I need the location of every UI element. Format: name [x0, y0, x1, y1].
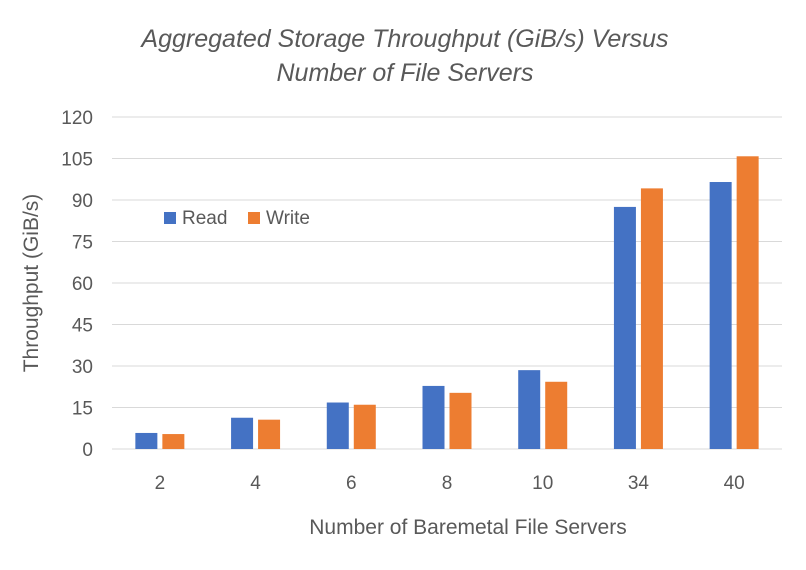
x-tick-label: 6 [346, 473, 357, 494]
y-axis-label: Throughput (GiB/s) [20, 194, 43, 373]
chart-title-line-1: Aggregated Storage Throughput (GiB/s) Ve… [139, 25, 668, 53]
bar-write-6 [353, 404, 376, 449]
bar-read-4 [231, 417, 254, 449]
bar-write-2 [162, 434, 185, 449]
x-tick-label: 8 [442, 473, 453, 494]
y-tick-label: 45 [72, 316, 93, 337]
x-tick-label: 34 [628, 473, 650, 494]
y-tick-label: 120 [61, 108, 93, 129]
x-tick-label: 10 [532, 473, 553, 494]
legend-swatch-read [164, 212, 176, 224]
bar-read-2 [135, 432, 158, 449]
bar-write-8 [449, 392, 472, 449]
bar-read-34 [613, 206, 636, 449]
bar-read-6 [326, 402, 349, 449]
legend-label-read: Read [182, 208, 227, 229]
y-tick-label: 105 [61, 150, 93, 171]
chart-title-line-2: Number of File Servers [276, 59, 533, 87]
x-axis-label: Number of Baremetal File Servers [309, 516, 626, 539]
x-tick-label: 4 [250, 473, 261, 494]
y-tick-label: 30 [72, 357, 93, 378]
bar-write-4 [258, 419, 281, 449]
x-tick-label: 2 [155, 473, 166, 494]
legend: Read Write [164, 208, 310, 229]
bar-read-40 [709, 182, 732, 449]
y-tick-label: 15 [72, 399, 93, 420]
y-tick-label: 0 [82, 440, 93, 461]
y-tick-label: 75 [72, 233, 93, 254]
legend-swatch-write [248, 212, 260, 224]
y-axis-ticks: 0 15 30 45 60 75 90 105 120 [61, 108, 93, 461]
bar-read-10 [518, 370, 541, 449]
y-tick-label: 90 [72, 191, 93, 212]
x-tick-label: 40 [724, 473, 745, 494]
bar-read-8 [422, 385, 445, 449]
gridlines [112, 116, 782, 450]
x-axis-ticks: 2 4 6 8 10 34 40 [155, 473, 745, 494]
legend-label-write: Write [266, 208, 310, 229]
bar-write-40 [736, 156, 759, 449]
y-tick-label: 60 [72, 274, 93, 295]
bars [135, 156, 759, 449]
bar-write-34 [640, 188, 663, 449]
bar-write-10 [545, 381, 568, 449]
